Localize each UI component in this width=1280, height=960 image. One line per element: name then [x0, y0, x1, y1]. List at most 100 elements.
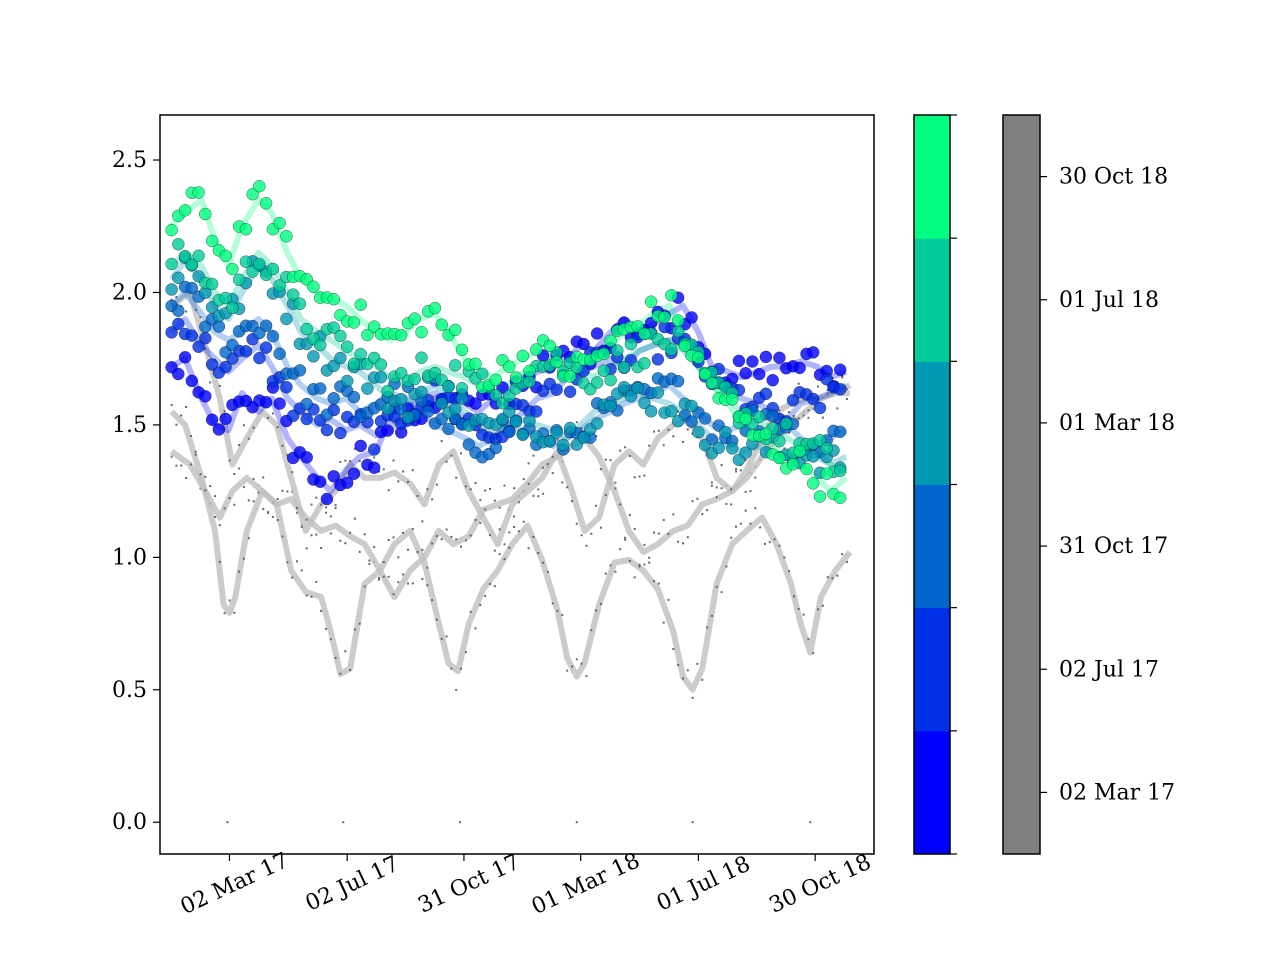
- grey-series-dot: [730, 488, 733, 491]
- colored-series-6-point: [671, 314, 685, 327]
- grey-series-dot: [484, 489, 487, 492]
- grey-series-dot: [455, 538, 458, 541]
- grey-series-dot: [614, 481, 617, 484]
- grey-series-dot: [426, 584, 429, 587]
- grey-series-dot: [407, 582, 409, 585]
- colored-series-3-point: [833, 425, 847, 439]
- grey-series-dot: [450, 667, 453, 670]
- grey-series-dot: [551, 602, 554, 605]
- grey-series-dot: [325, 506, 327, 509]
- colored-series-5-point: [833, 464, 847, 478]
- grey-series-dot: [735, 525, 737, 528]
- grey-series-dot: [710, 614, 713, 617]
- grey-series-dot: [648, 561, 651, 564]
- colored-series-2-point: [651, 353, 665, 366]
- grey-series-dot: [469, 610, 472, 613]
- grey-series-dot: [599, 468, 602, 471]
- grey-series-dot: [257, 491, 260, 494]
- grey-series-dot: [373, 456, 376, 459]
- colored-series-6-point: [793, 444, 806, 458]
- grey-series-dot: [185, 310, 188, 313]
- grey-series-dot: [648, 444, 651, 447]
- grey-series-dot: [783, 447, 786, 450]
- grey-series-dot: [571, 500, 573, 503]
- grey-series-dot: [619, 503, 622, 506]
- grey-series-dot: [460, 452, 462, 455]
- grey-series-dot: [686, 669, 689, 672]
- colored-series-2-point: [205, 358, 219, 371]
- grey-series-dot: [325, 511, 327, 514]
- colored-series-6-point: [833, 491, 847, 505]
- grey-series-dot: [344, 650, 347, 653]
- colored-series-5-point: [408, 372, 421, 386]
- grey-series-dot: [271, 412, 274, 415]
- grey-series-dot: [455, 688, 458, 691]
- grey-series-dot: [382, 468, 385, 471]
- colored-series-5-point: [334, 329, 347, 343]
- colored-series-6-point: [455, 343, 469, 357]
- grey-series-dot: [271, 515, 274, 518]
- colored-series-6-point: [199, 207, 212, 221]
- colored-series-5-point: [266, 262, 280, 276]
- grey-series-dot: [286, 454, 289, 457]
- colored-series-6-point: [698, 367, 712, 381]
- colored-series-6-point: [739, 412, 752, 426]
- grey-series-dot: [604, 572, 607, 575]
- grey-series-dot: [508, 546, 511, 549]
- colored-series-6-point: [516, 349, 530, 363]
- colored-series-2-point: [320, 423, 334, 437]
- colorbar-grey-body: [1002, 114, 1041, 855]
- grey-series-dot: [792, 595, 795, 598]
- grey-series-dot: [247, 537, 250, 540]
- grey-series-dot: [411, 582, 414, 585]
- grey-series-dot: [329, 638, 332, 641]
- colorbar-time-grey: 02 Mar 17 02 Jul 17 31 Oct 17 01 Mar 18 01 J…: [1002, 114, 1175, 855]
- grey-series-dot: [228, 459, 231, 462]
- grey-series-dot: [662, 444, 665, 447]
- grey-series-dot: [759, 526, 762, 529]
- grey-series-dot: [532, 454, 535, 457]
- grey-baseline-dot: [226, 821, 229, 824]
- colored-series-2-point: [253, 351, 266, 365]
- colored-series-1-point: [806, 346, 820, 359]
- grey-series-dot: [368, 562, 371, 565]
- grey-series-dot: [421, 548, 424, 551]
- grey-series-dot: [194, 309, 197, 312]
- colored-series-5-point: [455, 381, 469, 395]
- colored-series-2-point: [833, 383, 847, 396]
- grey-series-dot: [682, 677, 684, 680]
- grey-series-dot: [180, 414, 183, 417]
- grey-series-dot: [363, 533, 366, 536]
- grey-series-dot: [783, 556, 786, 559]
- grey-series-dot: [267, 511, 270, 514]
- colored-series-5-point: [354, 347, 367, 361]
- colored-series-1-point: [793, 361, 806, 375]
- grey-series-dot: [701, 513, 704, 516]
- colorbar-band: [914, 607, 950, 732]
- grey-series-dot: [633, 527, 636, 530]
- colored-series-1-point: [199, 390, 212, 403]
- colored-series-2-point: [199, 331, 212, 345]
- grey-series-dot: [242, 557, 245, 560]
- grey-series-dot: [450, 454, 453, 457]
- grey-series-dot: [682, 542, 684, 545]
- grey-series-dot: [831, 577, 834, 580]
- colored-series-4-point: [523, 414, 536, 428]
- grey-series-dot: [792, 415, 795, 417]
- grey-series-dot: [797, 608, 800, 610]
- colored-series-2-point: [239, 345, 253, 358]
- colored-series-2-point: [300, 412, 313, 426]
- grey-series-dot: [450, 535, 453, 538]
- grey-series-dot: [320, 503, 323, 506]
- colored-series-4-point: [550, 426, 563, 440]
- colored-series-5-point: [671, 324, 685, 338]
- grey-baseline-dot: [459, 821, 462, 824]
- colored-series-6-point: [503, 360, 516, 373]
- grey-series-dot: [686, 428, 689, 431]
- colored-series-6-point: [327, 292, 340, 306]
- grey-series-dot: [633, 476, 636, 479]
- grey-series-dot: [667, 532, 670, 535]
- grey-series-dot: [464, 539, 467, 542]
- grey-series-dot: [238, 570, 241, 573]
- colored-series-4-point: [543, 435, 557, 448]
